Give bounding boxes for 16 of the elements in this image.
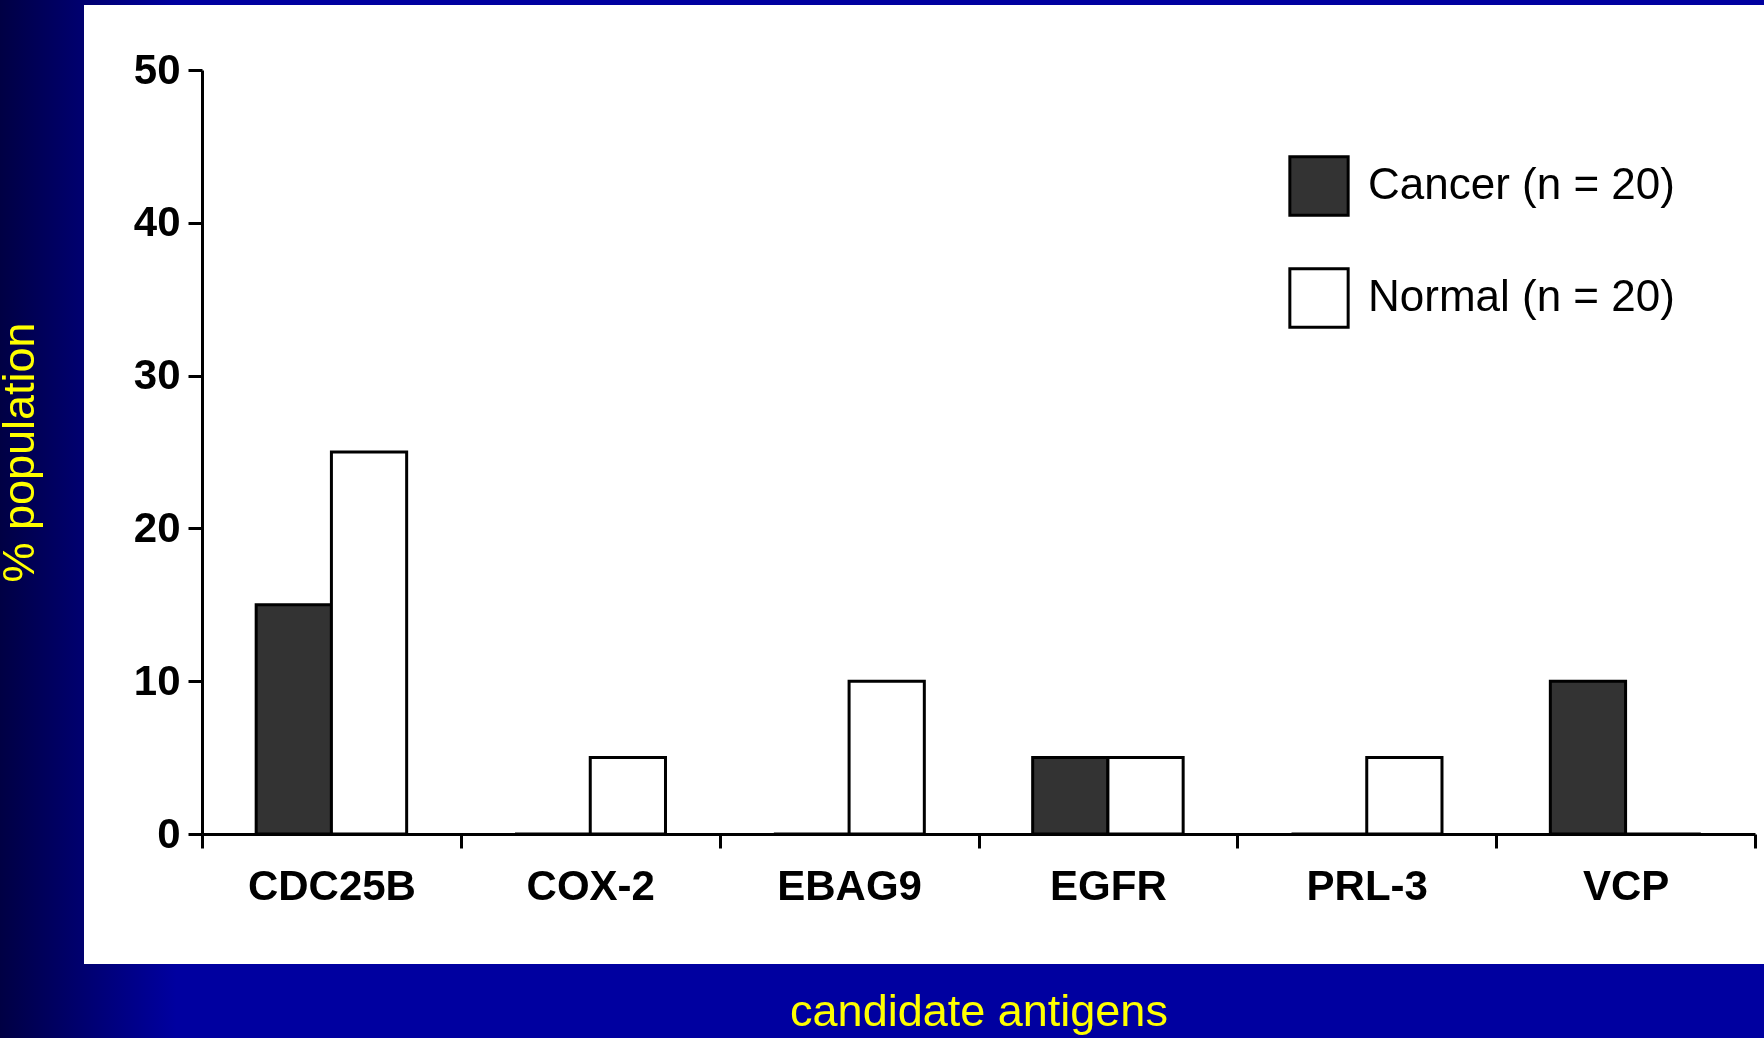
- x-tick-label: VCP: [1582, 861, 1670, 909]
- y-tick-label: 10: [133, 656, 181, 704]
- x-tick-label: EBAG9: [777, 861, 922, 909]
- x-tick-label: CDC25B: [247, 861, 416, 909]
- y-tick-label: 50: [133, 45, 181, 93]
- x-tick-label: PRL-3: [1306, 861, 1428, 909]
- y-axis-title: % population: [0, 322, 44, 583]
- y-tick-label: 0: [157, 809, 181, 857]
- x-tick-label: COX-2: [526, 861, 655, 909]
- y-tick-label: 40: [133, 198, 181, 246]
- x-tick-label: EGFR: [1050, 861, 1167, 909]
- legend-label: Normal (n = 20): [1368, 271, 1675, 320]
- y-tick-label: 20: [133, 503, 181, 551]
- x-axis-title: candidate antigens: [790, 984, 1168, 1036]
- legend-label: Cancer (n = 20): [1368, 159, 1675, 208]
- y-tick-label: 30: [133, 351, 181, 399]
